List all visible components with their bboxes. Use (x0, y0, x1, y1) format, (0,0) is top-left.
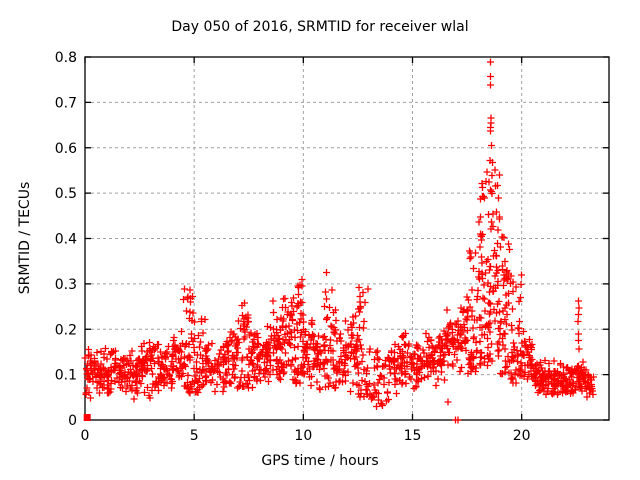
y-tick-label: 0.2 (55, 322, 77, 338)
x-tick-label: 0 (81, 428, 90, 444)
y-tick-label: 0.7 (55, 95, 77, 111)
x-tick-label: 15 (404, 428, 422, 444)
y-tick-label: 0.5 (55, 186, 77, 202)
plot-border (84, 56, 610, 421)
y-tick-label: 0.3 (55, 277, 77, 293)
origin-square-marker (83, 414, 91, 421)
tick-labels: 0 5 10 15 20 0 0.1 0.2 0.3 0.4 0.5 0.6 0.7 0.8 (55, 50, 531, 444)
scatter-series (81, 58, 597, 424)
x-axis-label: GPS time / hours (261, 453, 379, 469)
y-tick-label: 0.6 (55, 141, 77, 157)
y-tick-label: 0 (68, 413, 77, 429)
y-tick-label: 0.4 (55, 232, 77, 248)
y-tick-label: 0.1 (55, 368, 77, 384)
y-axis-label-text: SRMTID / TECUs (17, 181, 33, 295)
x-tick-label: 5 (190, 428, 199, 444)
x-tick-label: 10 (294, 428, 312, 444)
scatter-points (81, 58, 597, 424)
x-tick-label: 20 (513, 428, 531, 444)
y-tick-label: 0.8 (55, 50, 77, 66)
chart-title: Day 050 of 2016, SRMTID for receiver wla… (171, 19, 469, 35)
